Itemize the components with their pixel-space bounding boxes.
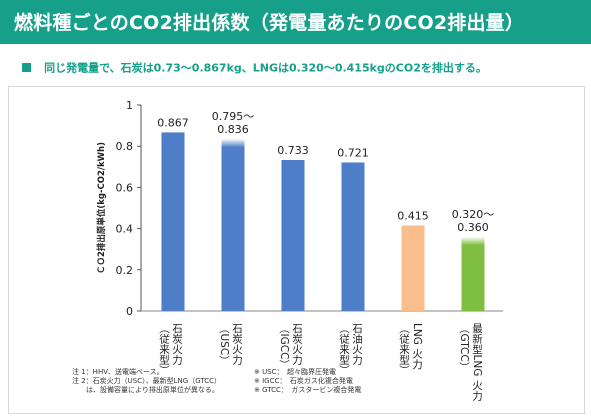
category-label: 石油火力 xyxy=(351,323,363,366)
data-label: 0.795〜 xyxy=(212,110,255,123)
category-label: 最新型LNG 火力 xyxy=(471,323,483,401)
data-label: 0.733 xyxy=(277,144,309,157)
y-axis-title: ＣＯ2排出原単位(kg-CO2/kWh) xyxy=(96,142,107,274)
category-label: （IGCC） xyxy=(278,323,290,370)
category-label: 石炭火力 xyxy=(171,323,183,366)
data-label: 0.867 xyxy=(157,116,189,129)
data-label: 0.360 xyxy=(457,221,489,234)
y-tick-label: 0 xyxy=(126,305,133,318)
category-label: （従来型） xyxy=(398,323,410,376)
bar-4 xyxy=(341,162,365,311)
category-label: （GTCC） xyxy=(458,323,470,372)
data-label: 0.320〜 xyxy=(452,208,495,221)
bar-6 xyxy=(461,236,485,311)
footnote: 注 1：HHV、送電端ベース。 xyxy=(72,367,164,376)
bar-1 xyxy=(161,132,185,311)
bar-5 xyxy=(401,225,425,311)
data-label: 0.415 xyxy=(397,210,429,223)
category-label: （従来型） xyxy=(338,323,350,376)
bar-2 xyxy=(221,138,245,311)
y-tick-label: 0.8 xyxy=(116,140,134,153)
y-tick-label: 0.6 xyxy=(116,181,134,194)
category-label: 石炭火力 xyxy=(231,323,243,366)
y-tick-label: 0.4 xyxy=(116,223,134,236)
footnote: は、設備容量により排出原単位が異なる。 xyxy=(72,385,219,394)
bar-3 xyxy=(281,160,305,311)
category-label: LNG 火力 xyxy=(411,323,423,370)
page-subtitle: 同じ発電量で、石炭は0.73〜0.867kg、LNGは0.320〜0.415kg… xyxy=(44,61,487,75)
footnote: 注 2：石炭火力（USC）、最新型LNG（GTCC） xyxy=(72,376,221,385)
y-tick-label: 0.2 xyxy=(116,264,134,277)
category-label: （従来型） xyxy=(158,323,170,376)
data-label: 0.836 xyxy=(217,123,249,136)
footnote: ※ USC： 超々臨界圧発電 xyxy=(254,367,336,376)
page-header: 燃料種ごとのCO2排出係数（発電量あたりのCO2排出量） xyxy=(0,0,591,44)
footnote: ※ GTCC： ガスタービン複合発電 xyxy=(254,385,361,394)
category-label: 石炭火力 xyxy=(291,323,303,366)
page-title: 燃料種ごとのCO2排出係数（発電量あたりのCO2排出量） xyxy=(14,12,525,34)
subtitle-row: 同じ発電量で、石炭は0.73〜0.867kg、LNGは0.320〜0.415kg… xyxy=(22,57,487,76)
category-label: （USC） xyxy=(218,323,230,366)
square-bullet-icon xyxy=(22,63,31,72)
footnote: ※ IGCC： 石炭ガス化複合発電 xyxy=(254,376,353,385)
y-tick-label: 1 xyxy=(126,99,133,112)
emission-factor-chart: 0 0.2 0.4 0.6 0.8 1 ＣＯ2排出原単位(kg-CO2/kWh) 0.867 石… xyxy=(72,99,503,401)
data-label: 0.721 xyxy=(337,146,369,159)
